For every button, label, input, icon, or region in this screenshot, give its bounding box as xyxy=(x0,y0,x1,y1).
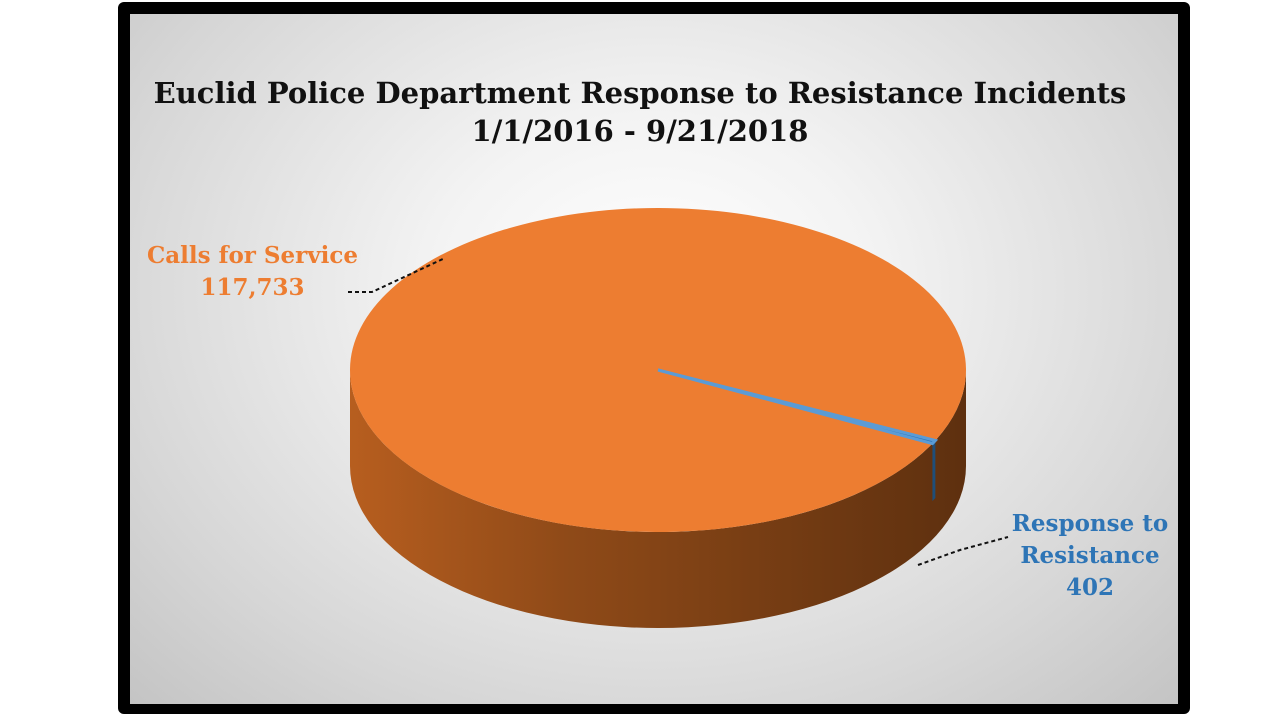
leader-line-response-to-resistance xyxy=(917,536,1009,566)
data-label-calls-for-service-name: Calls for Service xyxy=(146,242,359,269)
chart-title-line-2: 1/1/2016 - 9/21/2018 xyxy=(471,114,809,148)
slice-response-to-resistance-side xyxy=(932,440,936,502)
leader-line-calls-for-service xyxy=(348,257,446,293)
data-label-calls-for-service-value: 117,733 xyxy=(200,274,305,301)
slice-response-to-resistance xyxy=(657,368,939,446)
chart-title: Euclid Police Department Response to Res… xyxy=(0,74,1280,150)
data-label-response-to-resistance-name-2: Resistance xyxy=(1020,542,1160,569)
pie-side-wall xyxy=(350,370,966,628)
data-label-response-to-resistance-value: 402 xyxy=(1065,574,1114,601)
chart-title-line-1: Euclid Police Department Response to Res… xyxy=(153,76,1127,110)
data-label-calls-for-service: Calls for Service 117,733 xyxy=(140,240,365,304)
data-label-response-to-resistance-name-1: Response to xyxy=(1011,510,1169,537)
data-label-response-to-resistance: Response to Resistance 402 xyxy=(1000,508,1180,604)
